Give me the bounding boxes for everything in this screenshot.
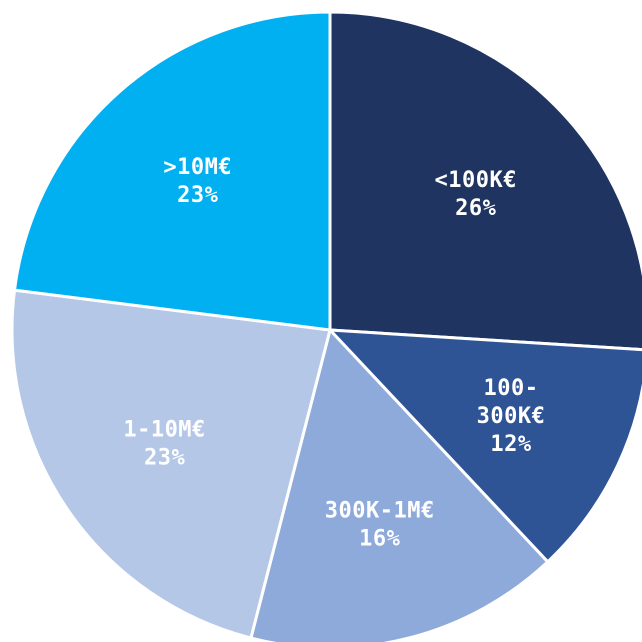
slice-category-label: >10M€ — [163, 155, 232, 180]
slice-percent-label: 23% — [177, 183, 218, 208]
slice-label-1-10m: 1-10M€ 23% — [123, 417, 205, 470]
slice-percent-label: 16% — [359, 527, 400, 552]
labels-layer: <100K€ 26% 100- 300K€ 12% 300K-1M€ 16% 1-10M€ 23… — [123, 155, 546, 552]
slice-label-100-300k: 100- 300K€ 12% — [477, 376, 546, 457]
slice-label-300k-1m: 300K-1M€ 16% — [325, 499, 435, 552]
pie-slice-100k — [328, 10, 642, 352]
slice-percent-label: 26% — [455, 196, 496, 221]
slice-category-label: 300K-1M€ — [325, 499, 435, 524]
slices-layer — [10, 10, 642, 642]
slice-category-label: <100K€ — [435, 168, 517, 193]
pie-slice-300k-1m — [249, 328, 550, 642]
slice-label-10m: >10M€ 23% — [163, 155, 232, 208]
slice-label-100k: <100K€ 26% — [435, 168, 517, 221]
slice-percent-label: 23% — [144, 445, 185, 470]
slice-category-label: 300K€ — [477, 404, 546, 429]
slice-category-label: 1-10M€ — [123, 417, 205, 442]
pie-slice-10m — [13, 10, 332, 332]
pie-slice-1-10m — [10, 288, 332, 640]
slice-percent-label: 12% — [490, 432, 531, 457]
slice-category-label: 100- — [483, 376, 538, 401]
pie-slice-100-300k — [328, 328, 642, 564]
